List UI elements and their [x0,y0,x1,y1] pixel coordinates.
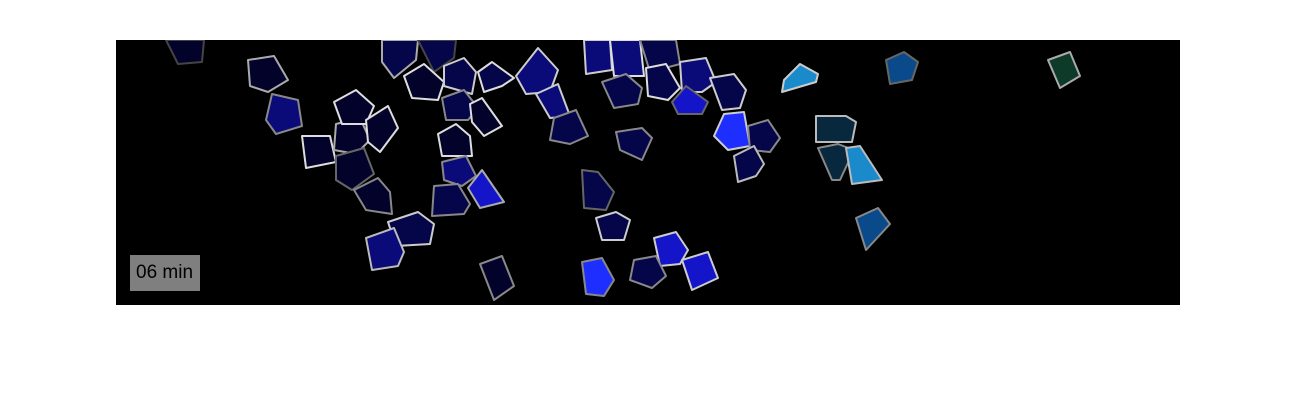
timestamp-label: 06 min [130,255,201,291]
cell-outline [437,123,473,157]
cell-outline [247,55,289,93]
cell-outline [645,63,681,101]
cell-outline [365,105,399,153]
cell-outline [515,47,559,95]
cell-segmentation-overlay [165,40,1081,301]
cell-outline [1047,51,1081,89]
cell-outline [353,177,393,215]
cell-outline [845,145,883,185]
cell-outline [781,63,819,93]
cell-outline [733,145,765,183]
cell-outline [265,93,303,135]
cell-outline [381,40,419,79]
cell-outline [817,143,855,181]
cell-outline [469,97,503,137]
cell-outline [601,73,643,109]
cell-outline [165,40,205,65]
cell-outline [365,227,405,271]
cell-outline [629,255,667,289]
microscopy-frame: 06 min [116,40,1180,305]
cell-outline [583,40,613,75]
cell-outline [815,115,857,143]
cell-outline [479,255,515,301]
cell-outline [581,257,615,297]
cell-outline [335,147,375,191]
cell-outline [443,57,477,95]
cell-outline [301,135,337,169]
cell-outline [671,85,709,115]
cell-outline [477,61,515,93]
cell-outline [747,119,781,153]
cell-outline [609,40,645,77]
cell-outline [679,57,717,93]
cell-outline [855,207,891,251]
cell-outline [441,155,477,187]
cell-outline [885,51,919,85]
cell-outline [549,109,589,145]
cell-outline [681,251,719,291]
cell-outline [467,169,505,209]
cell-outline [417,40,457,73]
cell-outline [709,73,747,111]
cell-outline [581,169,615,211]
cell-outline [431,183,471,217]
cell-outline [615,127,653,161]
cell-outline [403,63,445,101]
cell-outline [595,211,631,241]
cell-outline [333,89,375,125]
cell-outline [713,111,751,151]
